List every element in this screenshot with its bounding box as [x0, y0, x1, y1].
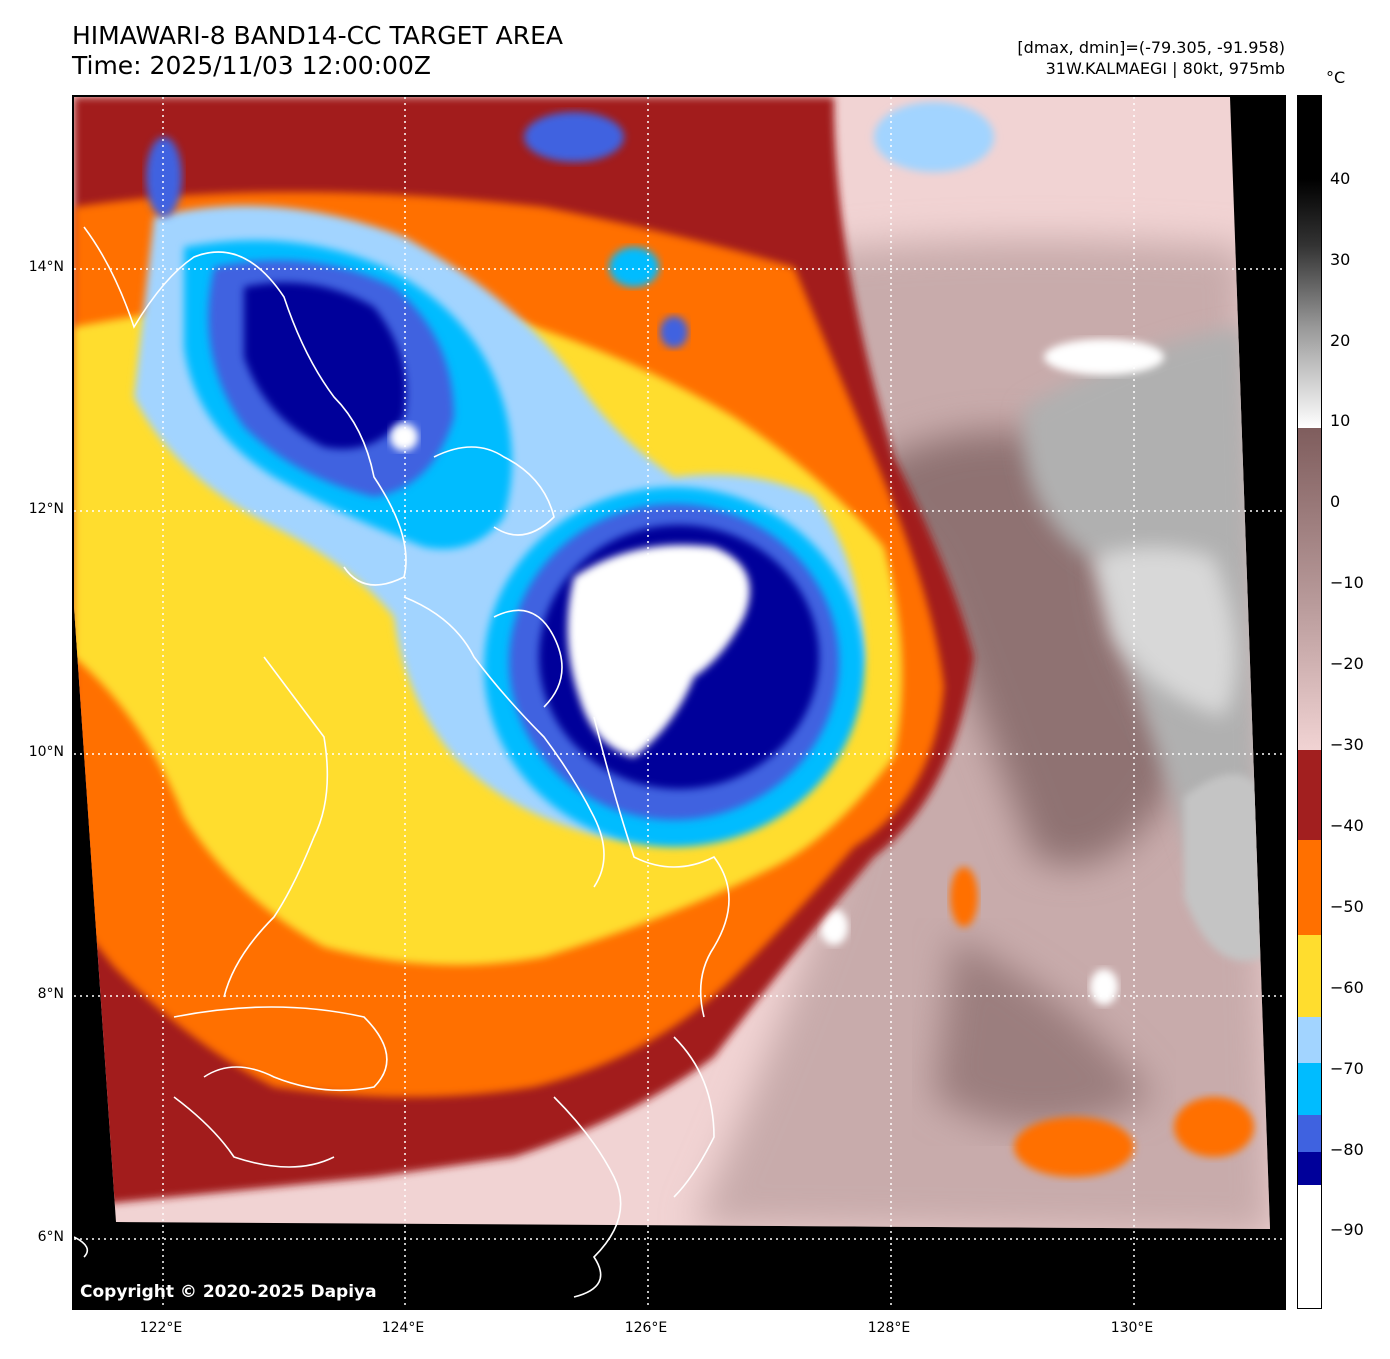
colorbar-tick: 20 [1330, 331, 1351, 350]
colorbar-tick: −60 [1330, 978, 1364, 997]
colorbar-tick: −90 [1330, 1220, 1364, 1239]
colorbar [1297, 95, 1322, 1309]
satellite-map: Copyright © 2020-2025 Dapiya [72, 95, 1286, 1310]
colorbar-gradient [1298, 96, 1321, 1308]
copyright-text: Copyright © 2020-2025 Dapiya [80, 1282, 377, 1302]
lon-label: 126°E [624, 1320, 668, 1336]
colorbar-unit: °C [1326, 68, 1346, 87]
colorbar-tick: −80 [1330, 1140, 1364, 1159]
colorbar-tick: −50 [1330, 897, 1364, 916]
colorbar-tick: −70 [1330, 1059, 1364, 1078]
chart-title: HIMAWARI-8 BAND14-CC TARGET AREA [72, 21, 564, 50]
lon-label: 128°E [867, 1320, 911, 1336]
lat-label: 14°N [28, 259, 64, 275]
coastlines [74, 226, 730, 1298]
colorbar-tick: −30 [1330, 735, 1364, 754]
lat-label: 8°N [37, 986, 64, 1002]
dmax-dmin-readout: [dmax, dmin]=(-79.305, -91.958) [1017, 38, 1285, 57]
time-label: Time: 2025/11/03 12:00:00Z [72, 51, 431, 80]
colorbar-tick: 10 [1330, 411, 1351, 430]
lon-label: 124°E [381, 1320, 425, 1336]
lon-label: 130°E [1110, 1320, 1154, 1336]
colorbar-tick: 0 [1330, 492, 1341, 511]
lat-label: 10°N [28, 744, 64, 760]
lon-label: 122°E [139, 1320, 183, 1336]
graticule [74, 97, 1284, 1308]
satellite-imagery [74, 97, 1284, 1308]
colorbar-tick: 40 [1330, 169, 1351, 188]
colorbar-tick: −20 [1330, 654, 1364, 673]
colorbar-tick: −40 [1330, 816, 1364, 835]
lat-label: 12°N [28, 501, 64, 517]
storm-info: 31W.KALMAEGI | 80kt, 975mb [1045, 59, 1285, 78]
colorbar-tick: −10 [1330, 573, 1364, 592]
lat-label: 6°N [37, 1229, 64, 1245]
colorbar-tick: 30 [1330, 250, 1351, 269]
